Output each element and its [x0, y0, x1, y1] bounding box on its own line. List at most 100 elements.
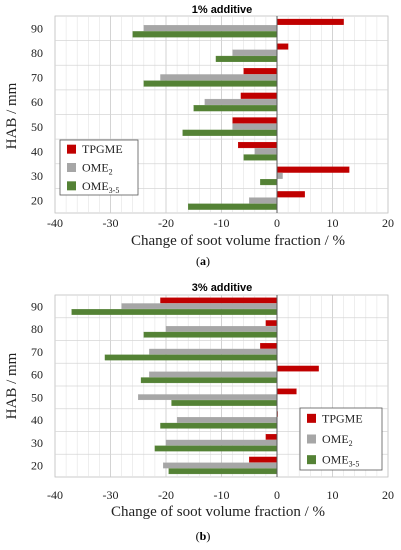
panel-b-legend-label-subscript: 2	[349, 439, 353, 448]
panel-a-y-tick-label-30: 30	[31, 169, 43, 183]
panel-a-x-ticks: -40 -30 -20 -10 0 10 20	[47, 216, 394, 230]
panel-b-bar-tpgme-20	[249, 456, 278, 463]
panel-a-bar-ome2-30	[276, 172, 283, 179]
panel-b-bar-ome2-60	[149, 371, 278, 378]
panel-b-grid	[54, 295, 389, 477]
panel-b-title: 3% additive	[192, 282, 253, 294]
panel-a-legend-swatch-ome2	[67, 163, 76, 172]
panel-b-x-tick-label: -40	[47, 488, 63, 502]
panel-a-x-axis-label: Change of soot volume fraction / %	[131, 233, 345, 249]
panel-b-legend-label-ome2: OME2	[322, 432, 353, 448]
panel-b-bar-ome2-40	[176, 417, 278, 423]
panel-b-bar-ome3-5-30	[154, 445, 278, 452]
panel-a-bar-tpgme-50	[232, 117, 278, 124]
panel-a-x-tick-label: -30	[103, 216, 119, 230]
panel-a-bar-tpgme-90	[276, 18, 344, 25]
panel-b-y-tick-label-70: 70	[31, 345, 43, 359]
panel-b-bar-ome2-20	[163, 462, 278, 469]
panel-b-y-tick-label-40: 40	[31, 413, 43, 427]
panel-b-x-axis-label: Change of soot volume fraction / %	[111, 504, 325, 520]
panel-b-bar-tpgme-70	[260, 343, 278, 349]
panel-b-bar-tpgme-30	[265, 434, 278, 440]
panel-b-bar-ome3-5-40	[160, 422, 278, 429]
panel-a-bar-tpgme-40	[237, 141, 278, 149]
panel-a-y-ticks: 90 80 70 60 50 40 30 20	[31, 21, 43, 207]
panel-a-bar-ome3-5-40	[243, 154, 278, 161]
panel-b-legend-label-tpgme: TPGME	[322, 411, 363, 425]
panel-b-legend-swatch-ome2	[307, 434, 316, 444]
panel-b-caption: (b)	[196, 529, 211, 543]
panel-b-y-tick-label-90: 90	[31, 299, 43, 313]
panel-a-bar-tpgme-60	[240, 92, 278, 99]
panel-a-bar-ome3-5-50	[182, 129, 278, 136]
panel-a-caption-letter: a	[200, 254, 206, 268]
panel-a-x-tick-label: -10	[214, 216, 230, 230]
panel-b-y-tick-label-50: 50	[31, 390, 43, 404]
panel-a-legend-label-ome2: OME2	[82, 161, 113, 177]
panel-b-bar-ome2-30	[165, 439, 278, 446]
panel-a-y-tick-label-80: 80	[31, 46, 43, 60]
panel-b-bar-ome2-90	[121, 303, 278, 310]
panel-a-caption: (a)	[196, 254, 210, 268]
panel-b-bar-ome3-5-70	[104, 354, 278, 361]
panel-b-y-axis-label: HAB / mm	[4, 352, 20, 419]
panel-a-bar-ome3-5-30	[260, 179, 278, 186]
panel-a-bar-tpgme-30	[276, 166, 350, 173]
panel-a-bar-tpgme-70	[243, 68, 278, 75]
panel-a-x-tick-label: 10	[327, 216, 339, 230]
panel-b-y-tick-label-30: 30	[31, 436, 43, 450]
panel-a-bar-tpgme-80	[276, 43, 289, 50]
panel-b-bar-ome3-5-50	[171, 400, 278, 406]
panel-a-bars	[132, 18, 350, 210]
panel-b-bar-ome3-5-20	[168, 468, 278, 475]
panel-a-bar-ome3-5-90	[132, 31, 278, 38]
panel-a-x-tick-label: -40	[47, 216, 63, 230]
panel-a-x-tick-label: 20	[382, 216, 394, 230]
panel-b-x-tick-label: 0	[274, 488, 280, 502]
panel-a-legend-label-subscript: 3-5	[109, 186, 120, 195]
panel-b-x-tick-label: 10	[327, 488, 339, 502]
panel-b-bar-ome3-5-60	[140, 377, 278, 384]
panel-a-bar-ome3-5-20	[188, 203, 278, 210]
panel-a-bar-ome2-20	[249, 197, 278, 204]
panel-b-legend-label-ome3-5: OME3-5	[322, 453, 359, 469]
panel-a-x-tick-label: 0	[274, 216, 280, 230]
panel-b-bar-ome3-5-80	[143, 331, 278, 338]
panel-b-bar-ome2-80	[165, 326, 278, 332]
panel-b-legend-label-base: OME	[322, 453, 349, 467]
panel-a-legend-swatch-ome3-5	[67, 181, 76, 191]
panel-b-y-tick-label-20: 20	[31, 459, 43, 473]
panel-a-bar-ome3-5-70	[143, 80, 278, 87]
panel-b-legend-label-base: OME	[322, 432, 349, 446]
panel-a-bar-ome2-50	[232, 123, 278, 130]
panel-b-x-ticks: -40 -30 -20 -10 0 10 20	[47, 488, 394, 502]
panel-b-x-tick-label: -20	[158, 488, 174, 502]
panel-a-bar-ome3-5-60	[193, 105, 278, 112]
panel-a-y-tick-label-90: 90	[31, 21, 43, 35]
panel-a-legend-label-base: OME	[82, 179, 109, 193]
panel-b-bar-tpgme-80	[265, 320, 278, 326]
panel-b-legend: TPGME OME2 OME3-5	[299, 407, 383, 471]
panel-a-bar-ome2-90	[143, 25, 278, 32]
panel-a-legend-label-base: OME	[82, 161, 109, 175]
panel-a-y-tick-label-40: 40	[31, 144, 43, 158]
panel-a-bar-ome3-5-80	[215, 55, 278, 62]
panel-a-bar-tpgme-20	[276, 191, 305, 198]
panel-a-y-tick-label-20: 20	[31, 194, 43, 208]
panel-a-legend-label-subscript: 2	[109, 168, 113, 177]
panel-a-bar-ome2-40	[254, 148, 278, 155]
panel-a-y-axis-label: HAB / mm	[4, 82, 20, 149]
panel-b-legend-swatch-tpgme	[307, 413, 316, 423]
panel-b-legend-label-base: TPGME	[322, 411, 363, 425]
panel-b-bar-tpgme-50	[276, 388, 297, 395]
panel-a-bar-ome2-70	[160, 74, 278, 81]
panel-b-bar-ome2-70	[149, 348, 278, 355]
panel-b-bar-tpgme-60	[276, 365, 319, 372]
panel-a-y-tick-label-60: 60	[31, 95, 43, 109]
panel-b-x-tick-label: -10	[214, 488, 230, 502]
panel-b-y-ticks: 90 80 70 60 50 40 30 20	[31, 299, 43, 472]
